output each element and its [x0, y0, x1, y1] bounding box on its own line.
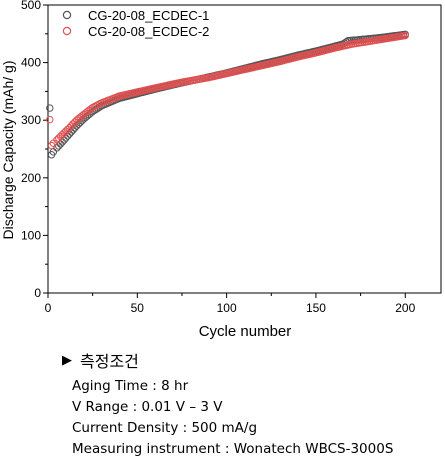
condition-current-density: Current Density : 500 mA/g — [72, 420, 258, 436]
series-2-point — [53, 136, 61, 144]
legend-label: CG-20-08_ECDEC-2 — [88, 24, 209, 39]
series-2-point — [55, 134, 63, 142]
legend-label: CG-20-08_ECDEC-1 — [88, 8, 209, 23]
x-axis-label: Cycle number — [199, 323, 292, 340]
series-2-point — [46, 115, 54, 124]
x-tick-label: 50 — [131, 301, 145, 315]
condition-instrument: Measuring instrument : Wonatech WBCS-300… — [72, 441, 394, 457]
x-tick-label: 100 — [217, 301, 237, 315]
y-axis-label: Discharge Capacity (mAh/ g) — [0, 61, 16, 240]
legend-marker — [62, 26, 72, 36]
conditions-heading: 측정조건 — [80, 352, 139, 371]
discharge-capacity-chart: 0 50 100 150 200 0 100 200 300 400 500 CG-20-08_EC… — [0, 0, 442, 340]
condition-aging-time: Aging Time : 8 hr — [72, 378, 189, 394]
legend: CG-20-08_ECDEC-1CG-20-08_ECDEC-2 — [62, 8, 209, 39]
y-tick-label: 300 — [21, 113, 41, 127]
y-tick-label: 200 — [21, 171, 41, 185]
y-tick-label: 400 — [21, 56, 41, 70]
data-points — [46, 30, 409, 159]
x-tick-label: 200 — [395, 301, 415, 315]
axis-ticks: 0 50 100 150 200 0 100 200 300 400 500 — [21, 0, 416, 315]
plot-frame — [47, 4, 442, 294]
y-tick-label: 500 — [21, 0, 41, 12]
triangle-right-icon: ▶ — [62, 352, 72, 368]
x-tick-label: 0 — [45, 301, 52, 315]
measurement-conditions: ▶ 측정조건 Aging Time : 8 hr V Range : 0.01 … — [62, 348, 393, 460]
series-2-point — [47, 141, 56, 150]
y-tick-label: 0 — [34, 286, 41, 300]
legend-marker — [62, 10, 72, 20]
series-1-point — [46, 104, 54, 112]
series-1-point — [56, 140, 65, 148]
series-2-point — [401, 31, 409, 40]
condition-voltage-range: V Range : 0.01 V – 3 V — [72, 399, 223, 415]
x-tick-label: 150 — [306, 301, 326, 315]
y-tick-label: 100 — [21, 228, 41, 242]
conditions-heading-row: ▶ 측정조건 — [62, 348, 393, 372]
